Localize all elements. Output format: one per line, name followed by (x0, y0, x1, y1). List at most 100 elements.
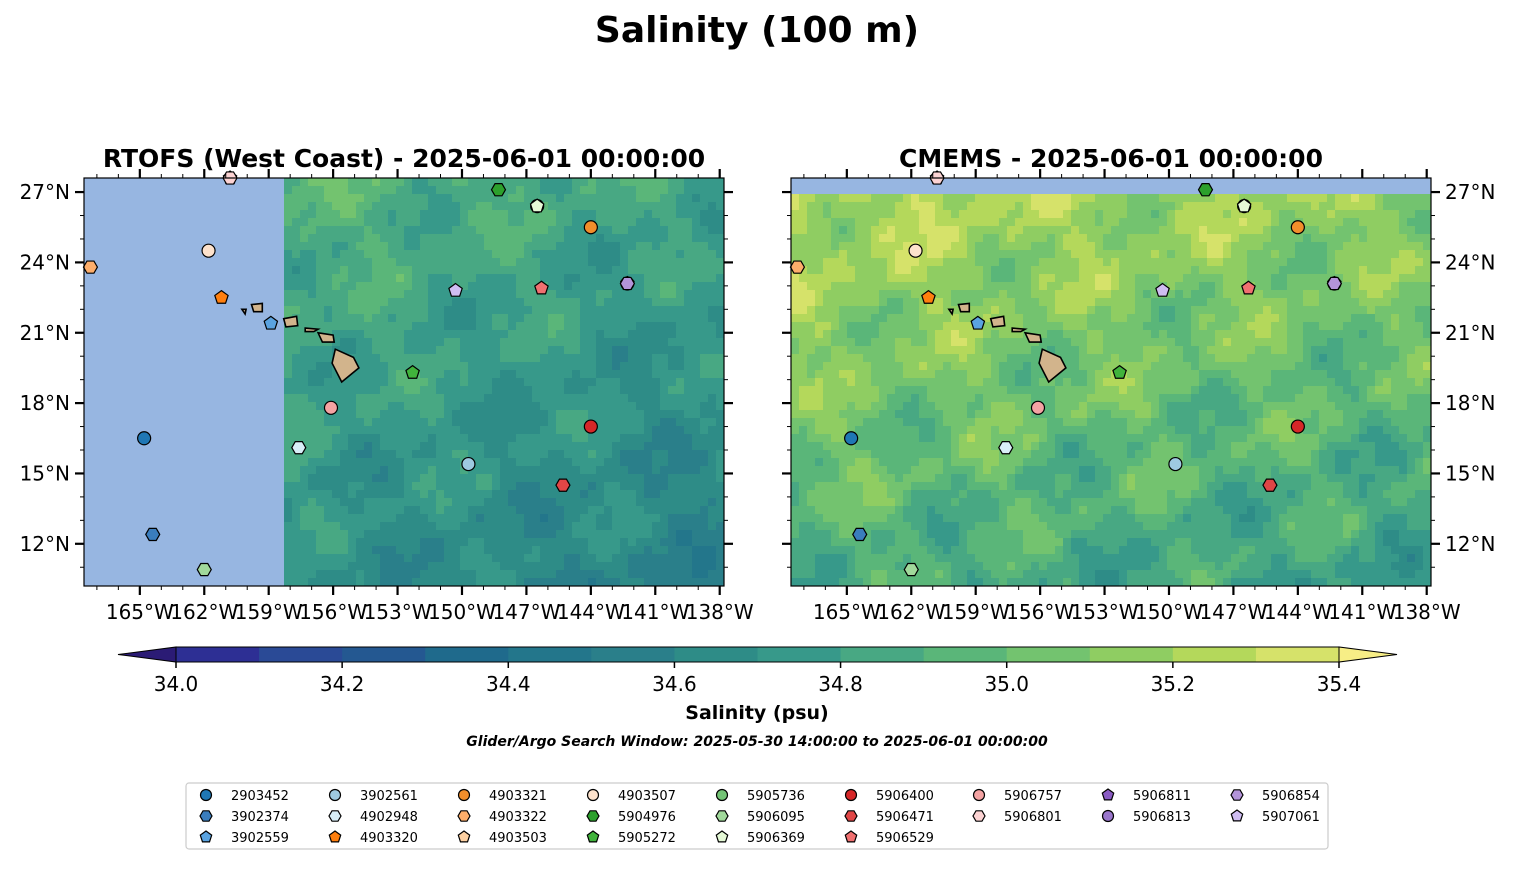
legend-label: 4903320 (360, 831, 418, 846)
legend-marker-5906757 (972, 788, 986, 802)
float-marker-4903320 (921, 289, 936, 304)
float-marker-4902948 (998, 440, 1014, 455)
float-marker-4903507 (201, 243, 216, 258)
legend-item-5906801: 5906801 (972, 810, 1062, 825)
lat-tick-label: 12°N (20, 532, 70, 556)
legend-item-5906529: 5906529 (844, 830, 934, 846)
float-marker-4903507 (908, 243, 923, 258)
search-window-caption: Glider/Argo Search Window: 2025-05-30 14… (466, 734, 1048, 750)
colorbar-bin (342, 647, 426, 662)
legend-item-5906811: 5906811 (1101, 788, 1191, 804)
lon-tick-label: 165°W (106, 600, 174, 624)
float-marker-5905272 (405, 364, 420, 379)
island-5 (240, 308, 248, 316)
float-marker-5906095 (903, 562, 919, 577)
map-frame (790, 177, 1432, 587)
legend-label: 5906529 (876, 831, 934, 846)
colorbar-bin (1255, 647, 1340, 662)
float-marker-3902559 (970, 315, 986, 330)
lon-tick-label: 141°W (1328, 600, 1396, 624)
float-marker-4903321 (1290, 220, 1305, 235)
float-marker-5907061 (1155, 282, 1170, 297)
float-marker-5906471 (1262, 478, 1278, 492)
island-0 (957, 302, 971, 313)
legend-marker-5906400 (844, 788, 858, 802)
island-2 (1011, 327, 1028, 333)
legend-marker-5906095 (715, 810, 729, 822)
legend-label: 5906811 (1133, 789, 1191, 804)
lon-tick-label: 165°W (813, 600, 881, 624)
lat-tick-label: 15°N (1445, 461, 1495, 485)
legend-marker-5906801 (972, 810, 986, 822)
float-marker-5906854 (1326, 276, 1343, 291)
colorbar-tick-label: 34.0 (154, 672, 199, 696)
float-marker-5906471 (555, 478, 571, 492)
colorbar-bin (840, 647, 925, 662)
legend-label: 5906369 (747, 831, 805, 846)
colorbar-max-extend (1338, 646, 1398, 663)
legend-item-5905272: 5905272 (586, 830, 676, 846)
lat-tick-label: 24°N (20, 250, 70, 274)
colorbar-bin (674, 647, 758, 662)
cmems-salinity-field (791, 178, 1431, 586)
legend-item-4903503: 4903503 (457, 830, 547, 846)
map-frame (83, 177, 725, 587)
float-marker-5906400 (583, 419, 598, 434)
legend-item-3902559: 3902559 (199, 830, 289, 846)
rtofs-map-panel: RTOFS (West Coast) - 2025-06-01 00:00:00… (20, 144, 754, 624)
lon-tick-label: 138°W (1393, 600, 1461, 624)
lon-tick-label: 156°W (1006, 600, 1074, 624)
float-marker-5906529 (534, 280, 549, 295)
island-1 (282, 315, 299, 328)
lat-tick-label: 27°N (1445, 180, 1495, 204)
lon-tick-label: 150°W (428, 600, 496, 624)
legend-item-5906471: 5906471 (844, 810, 934, 825)
legend-marker-5905736 (715, 788, 729, 802)
legend-label: 5905736 (747, 789, 805, 804)
lon-tick-label: 153°W (364, 600, 432, 624)
colorbar-bin (1089, 647, 1174, 662)
colorbar-tick-label: 35.0 (984, 672, 1029, 696)
legend-marker-5906854 (1230, 789, 1244, 801)
legend-label: 4903322 (489, 810, 547, 825)
lon-tick-label: 147°W (1199, 600, 1267, 624)
legend-marker-4903322 (457, 810, 471, 822)
rtofs-salinity-field (84, 178, 724, 586)
legend-item-4903322: 4903322 (457, 810, 547, 825)
float-marker-5906529 (1241, 280, 1256, 295)
lat-tick-label: 18°N (1445, 391, 1495, 415)
legend-marker-4903507 (586, 788, 600, 802)
float-legend: 2903452 3902374 3902559 3902561 4902948 49033… (185, 782, 1329, 850)
colorbar-tick-label: 35.2 (1151, 672, 1196, 696)
legend-item-5906369: 5906369 (715, 830, 805, 846)
legend-marker-3902561 (328, 788, 342, 802)
legend-marker-5906811 (1101, 788, 1115, 801)
legend-item-4903320: 4903320 (328, 830, 418, 846)
colorbar-bin (757, 647, 842, 662)
lon-tick-label: 138°W (686, 600, 754, 624)
island-3 (316, 331, 336, 343)
legend-label: 3902559 (231, 831, 289, 846)
colorbar-bin (923, 647, 1008, 662)
legend-item-5906400: 5906400 (844, 788, 934, 804)
lon-tick-label: 144°W (557, 600, 625, 624)
legend-box (185, 782, 1329, 850)
float-marker-4903322 (789, 260, 806, 274)
float-marker-5905272 (1112, 364, 1127, 379)
lon-tick-label: 162°W (170, 600, 238, 624)
island-1 (989, 315, 1006, 328)
float-marker-3902559 (263, 315, 279, 330)
float-marker-5906757 (1030, 400, 1046, 415)
lat-tick-label: 18°N (20, 391, 70, 415)
legend-marker-4903320 (328, 830, 342, 843)
float-marker-5906369 (1236, 198, 1252, 213)
colorbar-bin (508, 647, 592, 662)
float-marker-5906854 (619, 276, 636, 291)
island-3 (1023, 331, 1043, 343)
legend-marker-4903503 (457, 830, 471, 843)
legend-label: 5906757 (1004, 789, 1062, 804)
float-marker-3902374 (145, 527, 161, 542)
lon-tick-label: 147°W (492, 600, 560, 624)
legend-marker-5906529 (844, 830, 858, 843)
